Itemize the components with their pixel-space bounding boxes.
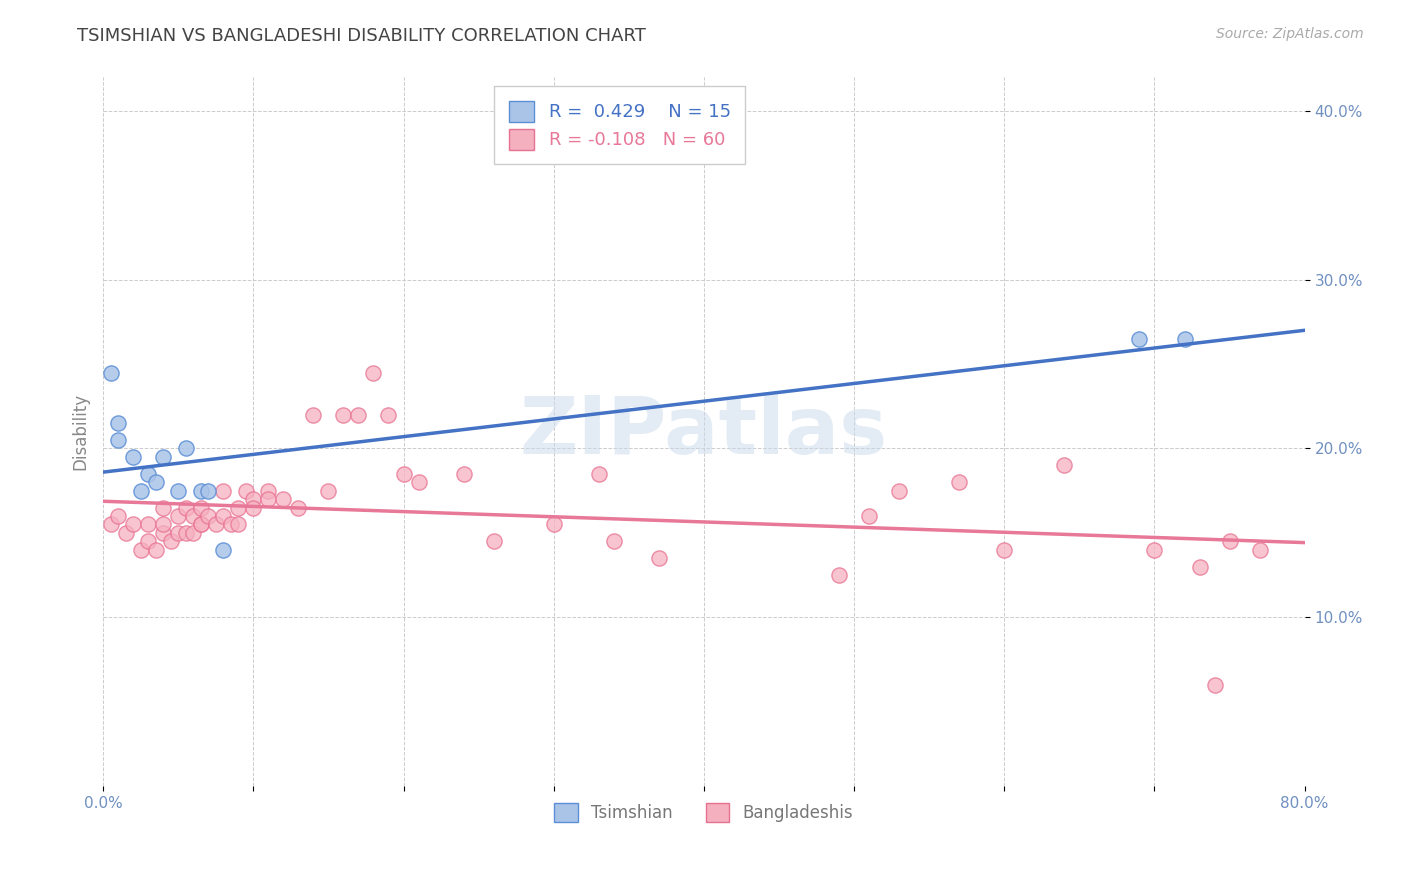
Point — [136, 467, 159, 481]
Point — [107, 433, 129, 447]
Point — [152, 500, 174, 515]
Point — [129, 483, 152, 498]
Point — [588, 467, 610, 481]
Point — [1173, 332, 1195, 346]
Point — [482, 534, 505, 549]
Point — [543, 517, 565, 532]
Point — [190, 483, 212, 498]
Point — [648, 551, 671, 566]
Point — [242, 492, 264, 507]
Text: TSIMSHIAN VS BANGLADESHI DISABILITY CORRELATION CHART: TSIMSHIAN VS BANGLADESHI DISABILITY CORR… — [77, 27, 647, 45]
Point — [122, 517, 145, 532]
Point — [174, 500, 197, 515]
Point — [226, 500, 249, 515]
Point — [235, 483, 257, 498]
Point — [100, 366, 122, 380]
Point — [1188, 559, 1211, 574]
Point — [242, 500, 264, 515]
Point — [993, 542, 1015, 557]
Point — [181, 508, 204, 523]
Point — [1128, 332, 1150, 346]
Point — [212, 542, 235, 557]
Point — [181, 525, 204, 540]
Text: ZIPatlas: ZIPatlas — [520, 392, 889, 471]
Point — [167, 508, 190, 523]
Point — [453, 467, 475, 481]
Point — [190, 517, 212, 532]
Point — [107, 508, 129, 523]
Point — [318, 483, 340, 498]
Point — [1219, 534, 1241, 549]
Point — [226, 517, 249, 532]
Text: Source: ZipAtlas.com: Source: ZipAtlas.com — [1216, 27, 1364, 41]
Legend: Tsimshian, Bangladeshis: Tsimshian, Bangladeshis — [543, 791, 865, 834]
Point — [204, 517, 226, 532]
Point — [152, 525, 174, 540]
Point — [858, 508, 880, 523]
Point — [190, 517, 212, 532]
Point — [152, 450, 174, 464]
Point — [828, 568, 851, 582]
Point — [197, 508, 219, 523]
Y-axis label: Disability: Disability — [72, 393, 89, 470]
Point — [167, 483, 190, 498]
Point — [1249, 542, 1271, 557]
Point — [377, 408, 399, 422]
Point — [302, 408, 325, 422]
Point — [287, 500, 309, 515]
Point — [948, 475, 970, 490]
Point — [212, 508, 235, 523]
Point — [347, 408, 370, 422]
Point — [114, 525, 136, 540]
Point — [174, 442, 197, 456]
Point — [145, 542, 167, 557]
Point — [122, 450, 145, 464]
Point — [136, 534, 159, 549]
Point — [197, 483, 219, 498]
Point — [159, 534, 181, 549]
Point — [889, 483, 911, 498]
Point — [129, 542, 152, 557]
Point — [1143, 542, 1166, 557]
Point — [603, 534, 626, 549]
Point — [257, 483, 280, 498]
Point — [1053, 458, 1076, 473]
Point — [408, 475, 430, 490]
Point — [190, 500, 212, 515]
Point — [392, 467, 415, 481]
Point — [212, 483, 235, 498]
Point — [152, 517, 174, 532]
Point — [219, 517, 242, 532]
Point — [1204, 677, 1226, 691]
Point — [332, 408, 354, 422]
Point — [363, 366, 385, 380]
Point — [167, 525, 190, 540]
Point — [136, 517, 159, 532]
Point — [273, 492, 295, 507]
Point — [107, 416, 129, 430]
Point — [145, 475, 167, 490]
Point — [174, 525, 197, 540]
Point — [257, 492, 280, 507]
Point — [100, 517, 122, 532]
